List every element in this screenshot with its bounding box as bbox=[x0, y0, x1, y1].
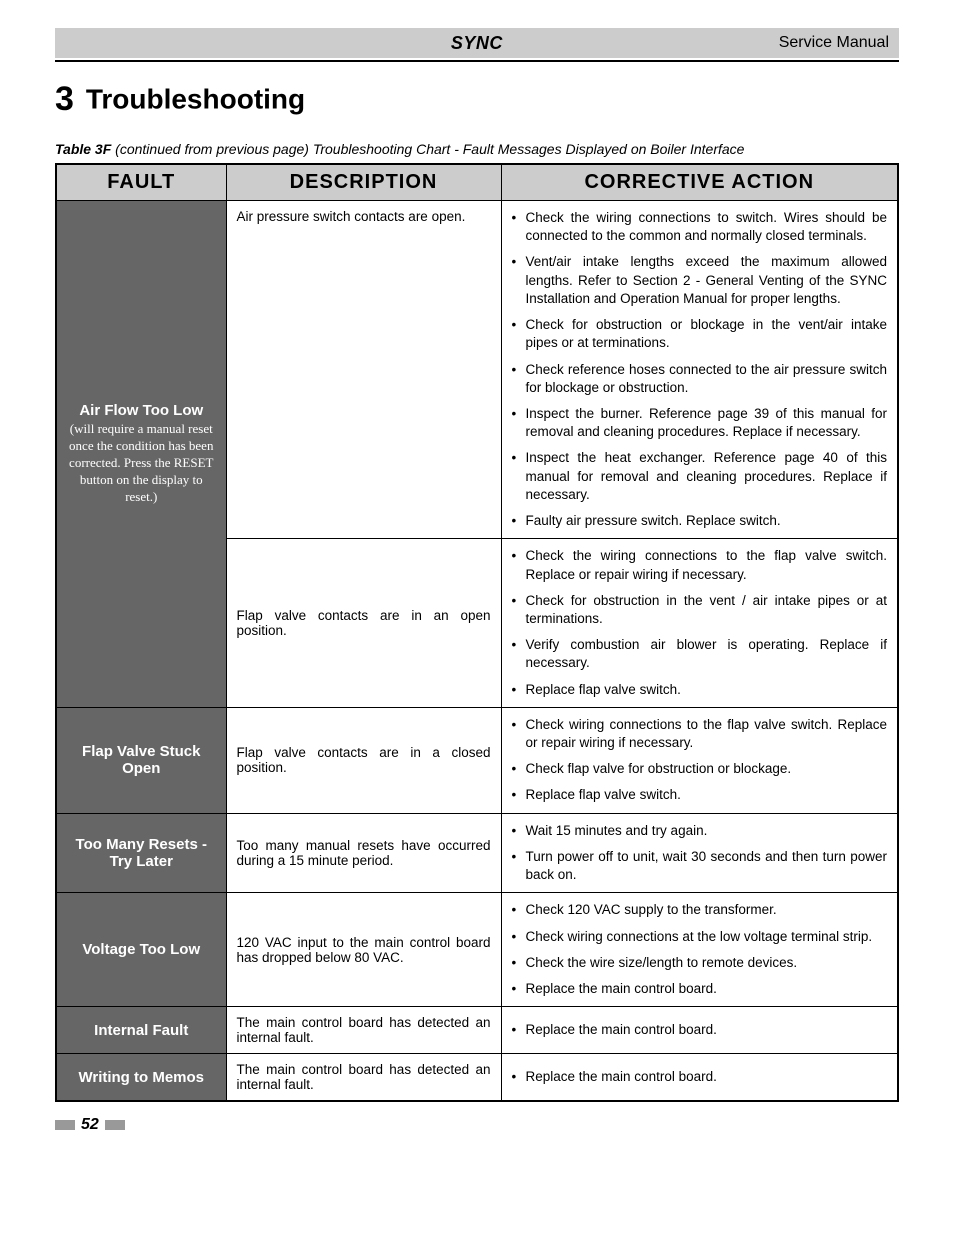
table-row: Too Many Resets - Try Later Too many man… bbox=[56, 813, 898, 893]
desc-cell: The main control board has detected an i… bbox=[226, 1007, 501, 1054]
table-header-row: FAULT DESCRIPTION CORRECTIVE ACTION bbox=[56, 164, 898, 201]
fault-name: Too Many Resets - Try Later bbox=[67, 836, 216, 870]
fault-cell-airflow: Air Flow Too Low (will require a manual … bbox=[56, 201, 226, 708]
action-item: Faulty air pressure switch. Replace swit… bbox=[512, 512, 888, 530]
action-list: Replace the main control board. bbox=[512, 1021, 888, 1039]
action-cell: Check 120 VAC supply to the transformer.… bbox=[501, 893, 898, 1007]
header-band: SYNC Service Manual bbox=[55, 28, 899, 58]
action-item: Check the wire size/length to remote dev… bbox=[512, 954, 888, 972]
header-rule bbox=[55, 60, 899, 62]
action-item: Replace flap valve switch. bbox=[512, 786, 888, 804]
desc-cell: The main control board has detected an i… bbox=[226, 1054, 501, 1102]
action-item: Check for obstruction or blockage in the… bbox=[512, 316, 888, 352]
fault-name: Air Flow Too Low bbox=[67, 402, 216, 419]
action-list: Check the wiring connections to the flap… bbox=[512, 547, 888, 699]
action-list: Check wiring connections to the flap val… bbox=[512, 716, 888, 805]
action-item: Check reference hoses connected to the a… bbox=[512, 361, 888, 397]
action-item: Replace the main control board. bbox=[512, 1021, 888, 1039]
fault-name: Flap Valve Stuck Open bbox=[67, 743, 216, 777]
action-item: Replace the main control board. bbox=[512, 1068, 888, 1086]
table-row: Flap Valve Stuck Open Flap valve contact… bbox=[56, 707, 898, 813]
action-item: Inspect the heat exchanger. Reference pa… bbox=[512, 449, 888, 504]
action-item: Turn power off to unit, wait 30 seconds … bbox=[512, 848, 888, 884]
action-item: Replace flap valve switch. bbox=[512, 681, 888, 699]
action-cell: Replace the main control board. bbox=[501, 1054, 898, 1102]
action-list: Check the wiring connections to switch. … bbox=[512, 209, 888, 530]
action-item: Vent/air intake lengths exceed the maxim… bbox=[512, 253, 888, 308]
table-row: Internal Fault The main control board ha… bbox=[56, 1007, 898, 1054]
caption-rest: (continued from previous page) Troublesh… bbox=[115, 141, 744, 157]
page-number: 52 bbox=[81, 1116, 99, 1134]
caption-bold: Table 3F bbox=[55, 141, 111, 157]
desc-cell: Flap valve contacts are in a closed posi… bbox=[226, 707, 501, 813]
desc-cell: Air pressure switch contacts are open. bbox=[226, 201, 501, 539]
page-footer: 52 bbox=[55, 1116, 899, 1134]
action-item: Wait 15 minutes and try again. bbox=[512, 822, 888, 840]
action-cell: Check the wiring connections to switch. … bbox=[501, 201, 898, 539]
fault-note: (will require a manual reset once the co… bbox=[67, 421, 216, 505]
desc-cell: 120 VAC input to the main control board … bbox=[226, 893, 501, 1007]
action-list: Check 120 VAC supply to the transformer.… bbox=[512, 901, 888, 998]
service-manual-label: Service Manual bbox=[779, 34, 889, 52]
action-cell: Replace the main control board. bbox=[501, 1007, 898, 1054]
action-cell: Wait 15 minutes and try again. Turn power… bbox=[501, 813, 898, 893]
col-fault: FAULT bbox=[56, 164, 226, 201]
fault-cell-flap-stuck: Flap Valve Stuck Open bbox=[56, 707, 226, 813]
table-caption: Table 3F (continued from previous page) … bbox=[55, 141, 899, 157]
footer-box-right bbox=[105, 1120, 125, 1130]
action-item: Check flap valve for obstruction or bloc… bbox=[512, 760, 888, 778]
logo: SYNC bbox=[175, 33, 779, 54]
action-cell: Check the wiring connections to the flap… bbox=[501, 539, 898, 708]
action-item: Check the wiring connections to the flap… bbox=[512, 547, 888, 583]
section-number: 3 bbox=[55, 80, 74, 118]
section-title: 3 Troubleshooting bbox=[55, 80, 899, 119]
action-item: Check 120 VAC supply to the transformer. bbox=[512, 901, 888, 919]
action-item: Verify combustion air blower is operatin… bbox=[512, 636, 888, 672]
action-item: Check wiring connections at the low volt… bbox=[512, 928, 888, 946]
action-list: Wait 15 minutes and try again. Turn power… bbox=[512, 822, 888, 885]
desc-cell: Flap valve contacts are in an open posit… bbox=[226, 539, 501, 708]
table-row: Air Flow Too Low (will require a manual … bbox=[56, 201, 898, 539]
action-item: Check wiring connections to the flap val… bbox=[512, 716, 888, 752]
col-action: CORRECTIVE ACTION bbox=[501, 164, 898, 201]
action-item: Replace the main control board. bbox=[512, 980, 888, 998]
action-list: Replace the main control board. bbox=[512, 1068, 888, 1086]
action-item: Check for obstruction in the vent / air … bbox=[512, 592, 888, 628]
col-description: DESCRIPTION bbox=[226, 164, 501, 201]
fault-cell-internal: Internal Fault bbox=[56, 1007, 226, 1054]
fault-cell-writing: Writing to Memos bbox=[56, 1054, 226, 1102]
table-row: Voltage Too Low 120 VAC input to the mai… bbox=[56, 893, 898, 1007]
fault-cell-voltage: Voltage Too Low bbox=[56, 893, 226, 1007]
desc-cell: Too many manual resets have occurred dur… bbox=[226, 813, 501, 893]
footer-box-left bbox=[55, 1120, 75, 1130]
fault-name: Voltage Too Low bbox=[67, 941, 216, 958]
action-item: Check the wiring connections to switch. … bbox=[512, 209, 888, 245]
action-item: Inspect the burner. Reference page 39 of… bbox=[512, 405, 888, 441]
fault-name: Internal Fault bbox=[67, 1022, 216, 1039]
fault-name: Writing to Memos bbox=[67, 1069, 216, 1086]
section-text: Troubleshooting bbox=[86, 84, 305, 115]
action-cell: Check wiring connections to the flap val… bbox=[501, 707, 898, 813]
table-row: Writing to Memos The main control board … bbox=[56, 1054, 898, 1102]
fault-cell-too-many: Too Many Resets - Try Later bbox=[56, 813, 226, 893]
logo-text: SYNC bbox=[451, 33, 503, 53]
troubleshooting-table: FAULT DESCRIPTION CORRECTIVE ACTION Air … bbox=[55, 163, 899, 1102]
